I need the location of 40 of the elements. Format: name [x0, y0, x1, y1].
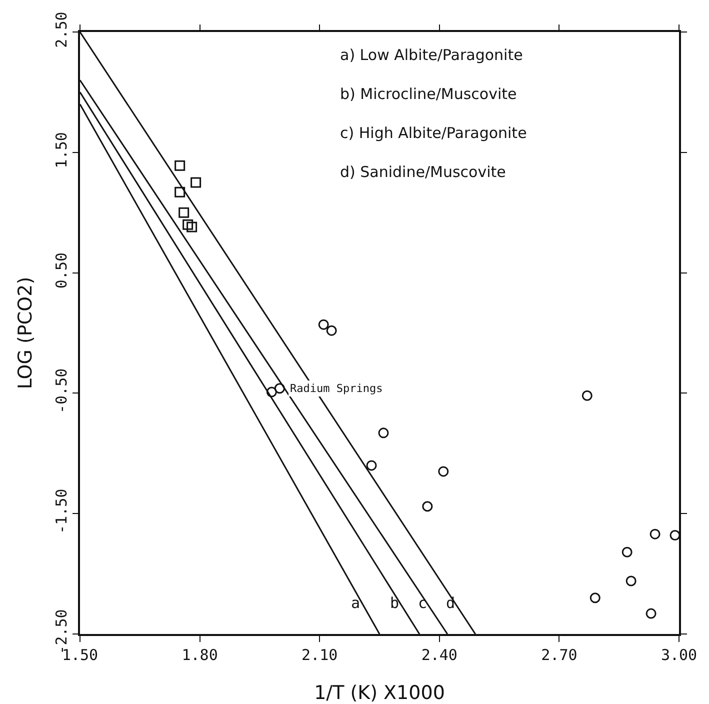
point — [590, 592, 600, 604]
annotation: c) High Albite/Paragonite — [340, 124, 527, 142]
x-tick-label: 3.00 — [660, 646, 698, 664]
x-tick-label: 1.80 — [182, 646, 218, 664]
point — [670, 530, 679, 541]
annotation: Radium Springs — [290, 382, 383, 395]
point — [190, 177, 202, 188]
y-tick-label: 0.50 — [52, 252, 70, 289]
point — [438, 466, 449, 477]
point — [174, 160, 186, 171]
point — [178, 207, 190, 218]
x-axis-title: 1/T (K) X1000 — [314, 682, 445, 704]
series-label: b — [390, 594, 400, 612]
point — [182, 219, 194, 230]
y-tick-label: 1.50 — [52, 132, 70, 168]
y-axis-title: LOG (PCO2) — [14, 276, 36, 390]
y-tick-label: -1.50 — [52, 488, 70, 534]
x-tick-label: 2.10 — [302, 646, 338, 664]
point — [422, 501, 433, 512]
point — [274, 383, 285, 394]
point — [582, 390, 592, 401]
series-label: a — [351, 594, 360, 612]
point — [326, 325, 337, 336]
x-tick-label: 2.40 — [421, 646, 458, 664]
point — [174, 186, 186, 198]
point — [266, 386, 277, 398]
point — [650, 528, 660, 540]
annotation: d) Sanidine/Muscovite — [340, 163, 506, 181]
point — [186, 222, 198, 232]
point — [378, 428, 389, 438]
y-tick-label: -0.50 — [52, 368, 70, 414]
x-tick-label: 2.70 — [541, 646, 578, 664]
point — [318, 319, 329, 330]
point — [622, 546, 632, 558]
point — [366, 460, 377, 471]
annotation: b) Microcline/Muscovite — [340, 85, 517, 103]
annotation: a) Low Albite/Paragonite — [340, 46, 523, 64]
point — [646, 608, 656, 619]
point — [626, 576, 636, 586]
y-tick-label: 2.50 — [52, 12, 70, 48]
